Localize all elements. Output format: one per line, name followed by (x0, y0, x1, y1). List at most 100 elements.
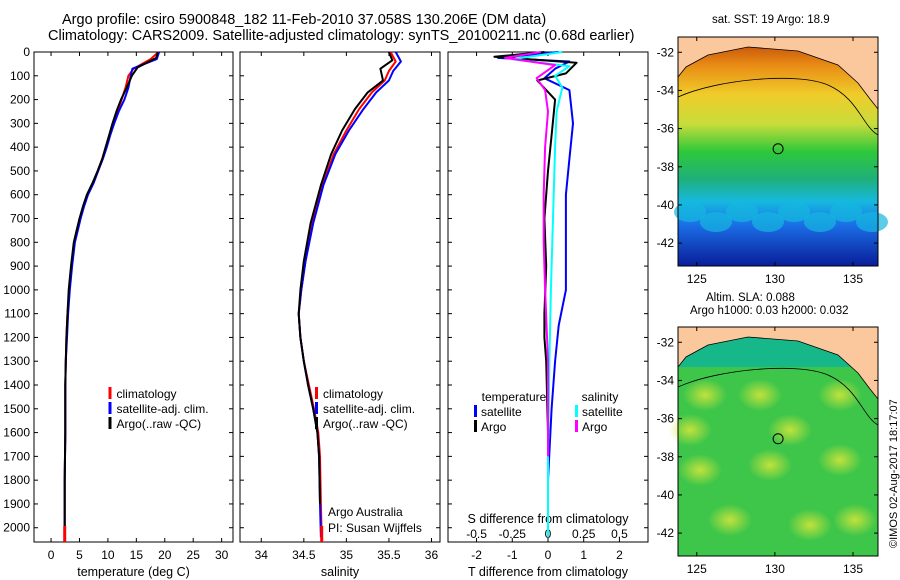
land-mass (677, 326, 879, 401)
plot-frame (447, 51, 649, 543)
series-line (63, 51, 159, 538)
figure-title-line1: Argo profile: csiro 5900848_182 11-Feb-2… (62, 12, 547, 28)
annotation-line2: PI: Susan Wijffels (328, 521, 422, 535)
legend-swatch (474, 420, 477, 432)
lat-tick-label: -42 (657, 526, 675, 540)
figure-title-line2: Climatology: CARS2009. Satellite-adjuste… (48, 28, 635, 44)
sst-eddy (778, 202, 810, 222)
sla-blob (678, 454, 722, 486)
legend-label: satellite (481, 405, 522, 419)
y-tick-label: 1900 (3, 497, 30, 511)
bathymetry-contour (677, 77, 879, 136)
series-line (493, 51, 578, 504)
legend-header-salinity: salinity (582, 390, 619, 404)
legend-label: Argo(..raw -QC) (117, 417, 202, 431)
x-tick-label: -2 (471, 548, 482, 562)
x-tick-label: 2 (616, 548, 623, 562)
x-tick-label: 0 (545, 548, 552, 562)
sla-blob (833, 504, 877, 536)
y-tick-label: 1200 (3, 330, 30, 344)
sla-blob (768, 414, 812, 446)
legend-swatch (315, 417, 318, 429)
x2-tick-label: -0.5 (466, 527, 487, 541)
sst-eddy (700, 212, 732, 232)
x2-tick-label: 0.25 (572, 527, 596, 541)
lat-tick-label: -32 (657, 335, 675, 349)
sst-eddy (674, 202, 706, 222)
legend-swatch (575, 420, 578, 432)
sla-map-title-line1: Altim. SLA: 0.088 (706, 292, 795, 304)
x-tick-label: 5 (76, 548, 83, 562)
lat-tick-label: -36 (657, 122, 675, 136)
sla-blob (788, 509, 832, 541)
legend-label: Argo (582, 420, 608, 434)
sla-blob (818, 444, 862, 476)
imos-timestamp: ©IMOS 02-Aug-2017 18:17:07 (888, 399, 900, 548)
lat-tick-label: -38 (657, 160, 675, 174)
x-tick-label: 15 (130, 548, 144, 562)
x-tick-label: -1 (507, 548, 518, 562)
y-tick-label: 600 (10, 188, 30, 202)
sla-blob (668, 414, 712, 446)
x-tick-label: 20 (158, 548, 172, 562)
x-tick-label: 0 (48, 548, 55, 562)
sla-shelf-band (678, 327, 878, 367)
map-frame (677, 326, 879, 557)
x-tick-label: 10 (101, 548, 115, 562)
y-tick-label: 0 (23, 45, 30, 59)
lon-tick-label: 125 (687, 272, 707, 286)
legend-swatch (575, 405, 578, 417)
legend-label: Argo (481, 420, 507, 434)
series-line (63, 51, 160, 538)
y-tick-label: 200 (10, 93, 30, 107)
legend-label: climatology (323, 387, 383, 401)
sla-map: -32 -34 -36 -38 -40 -42 125 130 135 (657, 326, 879, 576)
x-tick-label: 30 (215, 548, 229, 562)
legend-swatch (315, 402, 318, 414)
bathymetry-contour (677, 367, 879, 426)
sst-map: -32 -34 -36 -38 -40 -42 125 130 135 (657, 36, 888, 286)
lat-tick-label: -34 (657, 373, 675, 387)
legend-swatch (315, 387, 318, 399)
y-tick-label: 700 (10, 212, 30, 226)
legend-label: satellite-adj. clim. (323, 402, 415, 416)
legend-label: Argo(..raw -QC) (323, 417, 408, 431)
y-tick-label: 500 (10, 164, 30, 178)
lat-tick-label: -40 (657, 198, 675, 212)
y-tick-label: 1300 (3, 354, 30, 368)
sla-blob (683, 379, 727, 411)
legend-swatch (474, 405, 477, 417)
series-line (504, 51, 557, 457)
y-tick-label: 400 (10, 140, 30, 154)
argo-float-marker (772, 433, 784, 445)
lat-tick-label: -38 (657, 450, 675, 464)
land-mass (677, 36, 879, 111)
x-tick-label: 25 (187, 548, 201, 562)
annotation-line1: Argo Australia (328, 505, 403, 519)
x-tick-label: 34.5 (292, 548, 316, 562)
x-tick-label: 1 (580, 548, 587, 562)
x-tick-label: 35.5 (377, 548, 401, 562)
lon-tick-label: 130 (765, 562, 785, 576)
x-tick-label: 36 (425, 548, 439, 562)
x-tick-label: 35 (340, 548, 354, 562)
sla-blob (738, 379, 782, 411)
x2-tick-label: -0.25 (499, 527, 527, 541)
x2-axis-label: S difference from climatology (468, 512, 630, 526)
lon-tick-label: 125 (687, 562, 707, 576)
series-line (63, 51, 161, 538)
sla-field (678, 327, 878, 556)
series-line (297, 51, 402, 538)
x-tick-label: 34 (255, 548, 269, 562)
y-tick-label: 1800 (3, 473, 30, 487)
sla-blob (818, 379, 862, 411)
x-axis-label: T difference from climatology (468, 565, 629, 579)
y-tick-label: 1700 (3, 449, 30, 463)
lon-tick-label: 135 (843, 272, 863, 286)
sst-field (678, 37, 878, 266)
sst-eddy (856, 212, 888, 232)
sst-eddy (830, 202, 862, 222)
sst-eddy (752, 212, 784, 232)
y-tick-label: 1100 (4, 307, 30, 321)
